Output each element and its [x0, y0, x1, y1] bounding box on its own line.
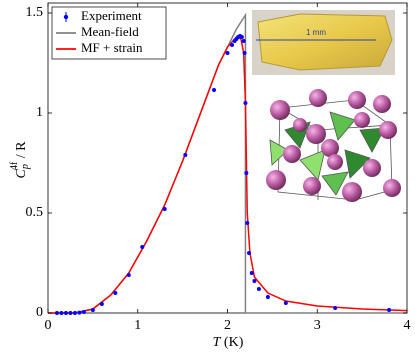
data-point: [113, 291, 118, 295]
x-tick-label: 2: [224, 318, 231, 333]
data-point: [59, 311, 64, 315]
data-point: [387, 308, 392, 312]
data-point: [283, 301, 288, 305]
crystal-photo: 1 mm: [252, 10, 395, 75]
data-point: [245, 221, 250, 225]
y-label-sub: p: [20, 164, 31, 170]
data-point: [243, 101, 248, 105]
legend-symbol: [63, 14, 69, 20]
data-point: [99, 302, 104, 306]
x-tick-label: 1: [134, 318, 141, 333]
y-axis-label: Cp4f / R: [9, 141, 31, 179]
legend-label: Experiment: [81, 8, 142, 23]
x-tick-label: 0: [45, 318, 52, 333]
data-point: [244, 171, 249, 175]
data-point: [72, 311, 77, 315]
y-tick-label: 0.5: [26, 205, 44, 220]
data-point: [333, 306, 338, 310]
y-label-base: C: [14, 168, 29, 178]
legend-label: MF + strain: [81, 40, 143, 55]
data-point: [162, 207, 167, 211]
data-point: [126, 273, 131, 277]
data-point: [242, 51, 247, 55]
crystal-structure: [266, 89, 401, 202]
data-point: [81, 310, 86, 314]
data-point: [229, 43, 234, 47]
data-point: [183, 153, 188, 157]
data-point: [265, 295, 270, 299]
y-label-rest: / R: [14, 141, 29, 162]
data-point: [252, 279, 257, 283]
data-point: [54, 311, 59, 315]
data-point: [239, 35, 244, 39]
data-point: [68, 311, 73, 315]
y-tick-label: 0: [36, 305, 43, 320]
x-tick-label: 3: [314, 318, 321, 333]
scale-bar-label: 1 mm: [306, 28, 326, 37]
data-point: [90, 308, 95, 312]
y-tick-label: 1.5: [26, 5, 44, 20]
data-point: [247, 251, 252, 255]
x-tick-label: 4: [404, 318, 411, 333]
y-tick-label: 1: [36, 105, 43, 120]
data-point: [77, 310, 82, 315]
data-point: [140, 245, 145, 249]
x-axis-label: T (K): [213, 335, 244, 350]
data-point: [241, 39, 246, 43]
legend-label: Mean-field: [81, 24, 139, 39]
data-point: [225, 51, 230, 55]
x-label-symbol: T: [213, 335, 222, 350]
x-label-unit: (K): [220, 335, 243, 350]
data-layer: [48, 12, 408, 315]
data-point: [63, 311, 68, 315]
data-point: [249, 271, 254, 275]
data-point: [256, 287, 261, 291]
data-point: [212, 88, 217, 92]
y-label-sup: 4f: [9, 161, 20, 170]
